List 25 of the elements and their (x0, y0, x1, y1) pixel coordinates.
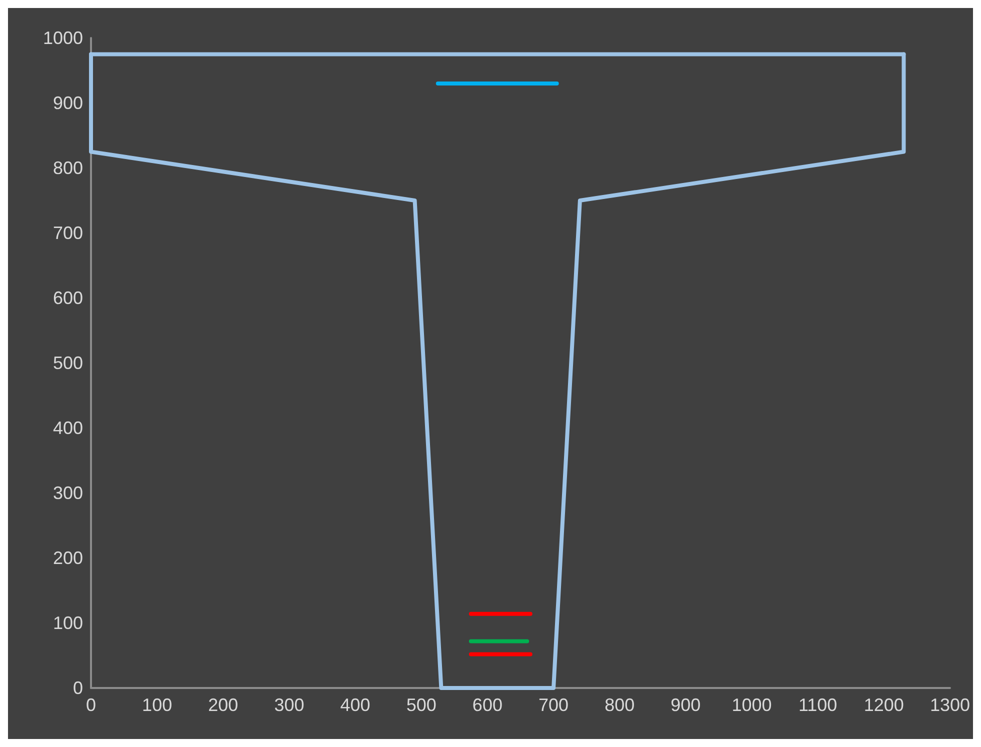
x-tick-label: 700 (538, 695, 569, 715)
x-tick-label: 500 (406, 695, 436, 715)
x-tick-label: 100 (142, 695, 172, 715)
y-tick-label: 200 (52, 548, 83, 568)
x-tick-label: 1000 (732, 695, 772, 715)
y-tick-label: 300 (52, 483, 83, 503)
y-tick-label: 0 (72, 678, 83, 698)
x-tick-label: 800 (604, 695, 635, 715)
y-tick-label: 600 (52, 288, 83, 308)
x-tick-label: 1100 (798, 695, 838, 715)
x-tick-label: 400 (340, 695, 370, 715)
y-tick-label: 1000 (42, 28, 83, 48)
y-tick-label: 400 (52, 418, 83, 438)
y-tick-label: 800 (52, 158, 83, 178)
x-tick-label: 1200 (864, 695, 904, 715)
x-tick-label: 200 (208, 695, 238, 715)
x-tick-label: 900 (670, 695, 701, 715)
x-tick-label: 0 (86, 695, 96, 715)
x-tick-label: 300 (274, 695, 304, 715)
x-tick-label: 1300 (930, 695, 970, 715)
y-tick-label: 100 (52, 613, 83, 633)
y-tick-label: 500 (52, 353, 83, 373)
y-tick-label: 900 (52, 93, 83, 113)
y-tick-label: 700 (52, 223, 83, 243)
x-tick-label: 600 (472, 695, 502, 715)
